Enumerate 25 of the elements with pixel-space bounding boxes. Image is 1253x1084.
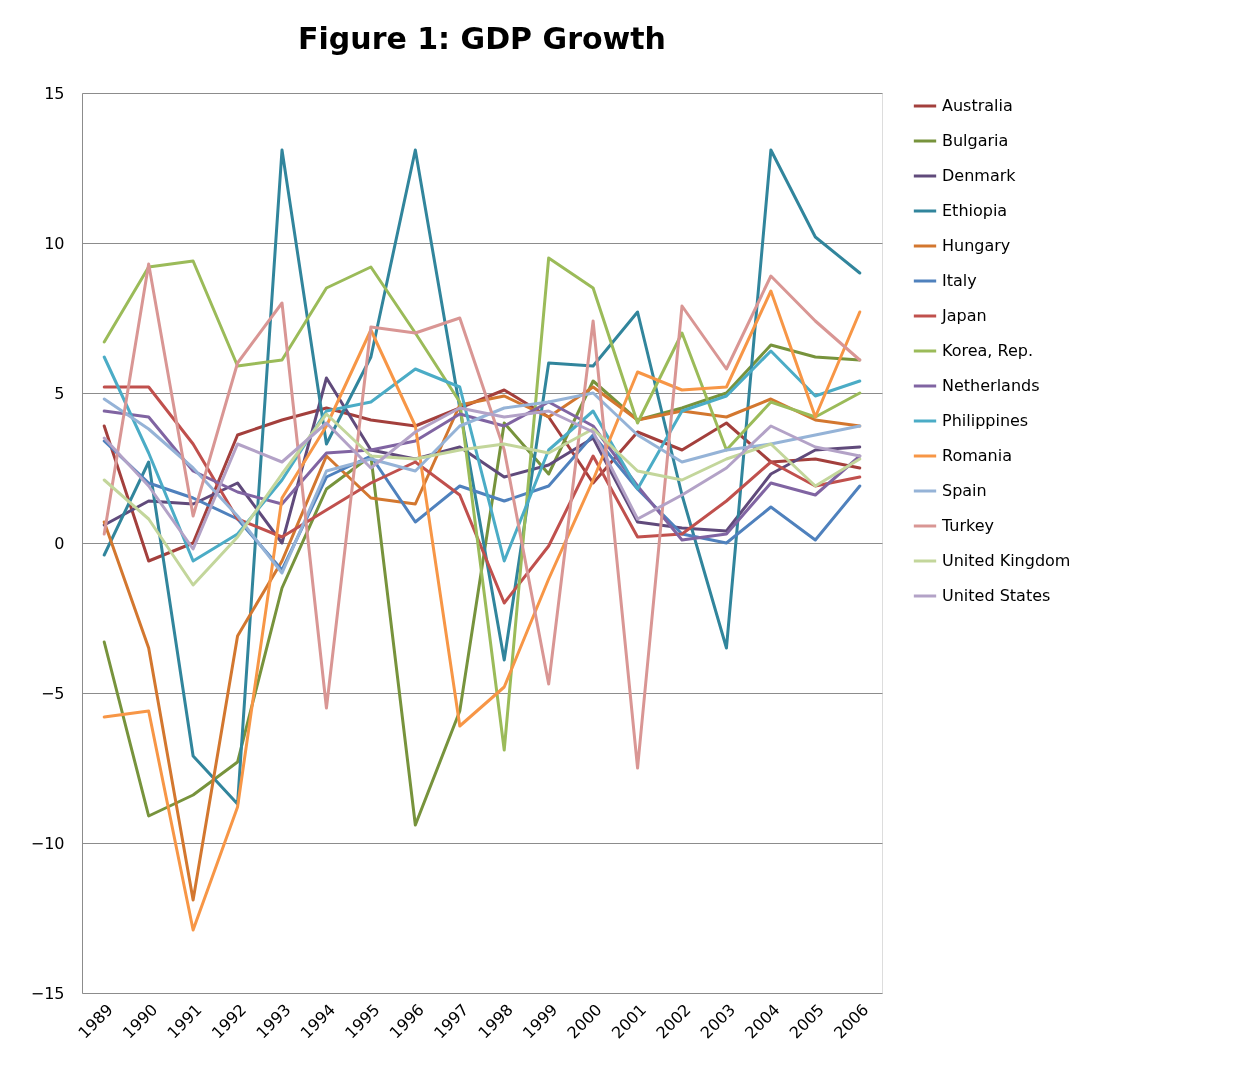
legend-label: Spain bbox=[942, 481, 987, 500]
chart-title: Figure 1: GDP Growth bbox=[298, 21, 666, 56]
legend-label: Italy bbox=[942, 271, 977, 290]
legend-label: Ethiopia bbox=[942, 201, 1008, 220]
legend-label: Netherlands bbox=[942, 376, 1040, 395]
y-tick-label: 5 bbox=[54, 383, 65, 403]
line-series bbox=[102, 289, 862, 932]
legend-label: Romania bbox=[942, 446, 1012, 465]
legend-label: Australia bbox=[942, 96, 1013, 115]
legend-label: Bulgaria bbox=[942, 131, 1009, 150]
legend-label: United States bbox=[942, 586, 1051, 605]
y-tick-label: −15 bbox=[30, 983, 65, 1003]
legend-label: Japan bbox=[941, 306, 987, 325]
legend-label: Hungary bbox=[942, 236, 1011, 255]
y-tick-label: 15 bbox=[44, 83, 65, 103]
legend-label: Philippines bbox=[942, 411, 1029, 430]
legend-label: United Kingdom bbox=[942, 551, 1071, 570]
y-tick-label: −5 bbox=[40, 683, 65, 703]
y-tick-label: 0 bbox=[54, 533, 65, 553]
line-series bbox=[102, 412, 862, 587]
legend-label: Turkey bbox=[941, 516, 995, 535]
legend-label: Korea, Rep. bbox=[942, 341, 1034, 360]
y-tick-label: −10 bbox=[30, 833, 65, 853]
y-tick-label: 10 bbox=[44, 233, 65, 253]
legend-label: Denmark bbox=[942, 166, 1017, 185]
